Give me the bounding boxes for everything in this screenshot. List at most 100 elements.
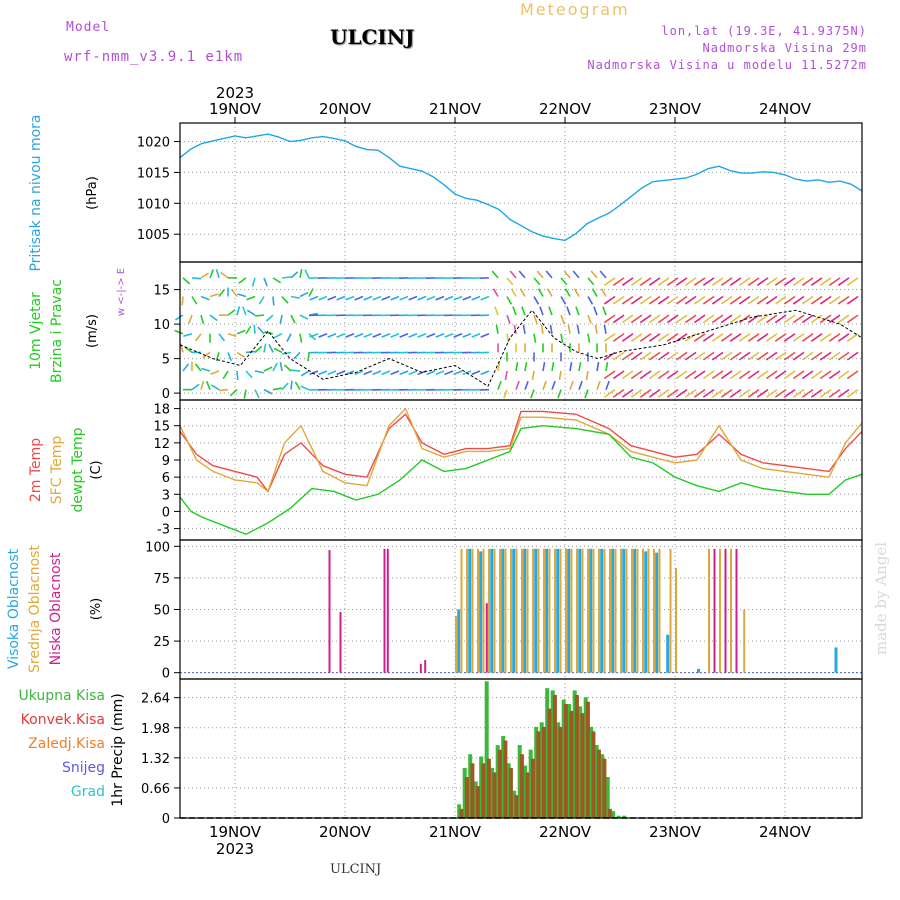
wind-arrow — [828, 295, 841, 305]
y-tick-label: 1015 — [137, 166, 170, 181]
wind-arrow — [560, 296, 567, 305]
wind-arrow — [621, 333, 634, 342]
wind-arrow — [594, 324, 598, 334]
wind-arrow — [720, 333, 733, 342]
wind-arrow — [639, 295, 652, 305]
wind-arrow — [612, 295, 625, 305]
wind-arrow — [603, 370, 616, 380]
wind-arrow — [603, 351, 616, 361]
wind-arrow — [621, 277, 634, 286]
wind-arrow — [603, 295, 616, 305]
total-rain-bar — [611, 811, 616, 818]
mid-cloud-bar — [565, 548, 567, 673]
wind-arrow — [702, 314, 715, 324]
wind-arrow — [675, 388, 688, 398]
wind-arrow — [657, 351, 670, 361]
elevation-label: Nadmorska Visina 29m — [702, 41, 867, 55]
wind-arrow — [218, 288, 226, 297]
high-cloud-bar — [697, 668, 700, 673]
wind-arrow — [612, 314, 625, 324]
wind-arrow — [684, 351, 697, 361]
wind-arrow — [227, 332, 237, 338]
wind-arrow — [309, 295, 319, 301]
wind-arrow — [399, 295, 409, 301]
high-cloud-bar — [545, 548, 549, 673]
wind-arrow — [828, 370, 841, 380]
wind-arrow — [810, 314, 823, 324]
wind-arrow — [354, 295, 364, 301]
mid-cloud-bar — [636, 548, 639, 673]
wind-arrow — [801, 388, 814, 398]
mid-cloud-bar — [675, 567, 677, 673]
wind-arrow — [819, 351, 832, 361]
y-tick-label: 0 — [162, 387, 170, 402]
total-rain-bar — [600, 754, 605, 818]
wind-arrow — [245, 325, 252, 335]
x-tick-label-bottom: 24NOV — [759, 823, 812, 841]
wind-arrow — [497, 362, 501, 372]
wind-compass-icon: w <-|-> E — [116, 268, 127, 316]
wind-arrow — [819, 314, 832, 324]
mid-cloud-bar — [642, 548, 644, 673]
wind-arrow — [675, 314, 688, 324]
temp-2m-label: 2m Temp — [28, 438, 44, 502]
wind-arrow — [522, 324, 526, 334]
low-cloud-bar — [328, 550, 331, 673]
wind-arrow — [548, 306, 553, 316]
lonlat-label: lon,lat (19.3E, 41.9375N) — [661, 24, 867, 38]
wind-arrow — [399, 333, 409, 338]
wind-arrow — [521, 306, 526, 316]
wind-arrow — [765, 351, 778, 361]
wind-arrow — [560, 277, 568, 286]
wind-arrow — [621, 388, 634, 398]
total-rain-bar — [490, 767, 495, 818]
wind-arrow — [756, 388, 769, 398]
wind-arrow — [596, 362, 600, 372]
panel-frame-precip — [179, 678, 863, 819]
wind-arrow — [563, 270, 571, 279]
wind-arrow — [453, 370, 463, 376]
convective-rain-bar — [596, 749, 601, 818]
wind-arrow — [666, 370, 679, 380]
wind-arrow — [666, 333, 679, 342]
wind-arrow — [828, 388, 841, 398]
wind-arrow — [648, 388, 661, 398]
low-cloud-bar — [735, 548, 738, 673]
year-label-bottom: 2023 — [216, 840, 254, 858]
convective-rain-bar — [563, 704, 568, 818]
wind-arrow — [599, 270, 607, 279]
convective-rain-bar — [481, 763, 486, 818]
wind-arrow — [792, 295, 805, 305]
wind-arrow — [218, 388, 229, 392]
wind-arrow — [524, 362, 528, 372]
wind-arrow — [569, 362, 573, 372]
wind-arrow — [792, 388, 805, 398]
wind-arrow — [819, 370, 832, 380]
wind-arrow — [639, 388, 652, 398]
wind-arrow — [210, 370, 220, 375]
cloud-unit: (%) — [89, 598, 104, 621]
temp-unit: (C) — [89, 460, 104, 479]
wind-arrow — [307, 352, 310, 362]
wind-arrow — [738, 314, 751, 324]
y-tick-label: 6 — [162, 471, 170, 486]
wind-arrow — [711, 333, 724, 342]
wind-arrow — [281, 295, 289, 304]
wind-arrow — [590, 270, 598, 279]
total-rain-bar — [567, 704, 572, 818]
wind-arrow — [557, 389, 562, 399]
wind-arrow — [801, 314, 814, 324]
wind-arrow — [693, 314, 706, 324]
x-tick-label-top: 23NOV — [649, 100, 702, 118]
wind-arrow — [506, 333, 510, 343]
wind-arrow — [584, 389, 589, 399]
wind-arrow — [591, 288, 598, 297]
wind-arrow — [587, 333, 591, 343]
wind-arrow — [801, 333, 814, 342]
wind-arrow — [372, 333, 382, 338]
wind-unit: (m/s) — [85, 314, 100, 348]
wind-arrow — [747, 388, 760, 398]
mid-cloud-bar — [488, 548, 490, 673]
legend-graupel: Grad — [71, 784, 105, 800]
wind-arrow — [666, 277, 679, 286]
